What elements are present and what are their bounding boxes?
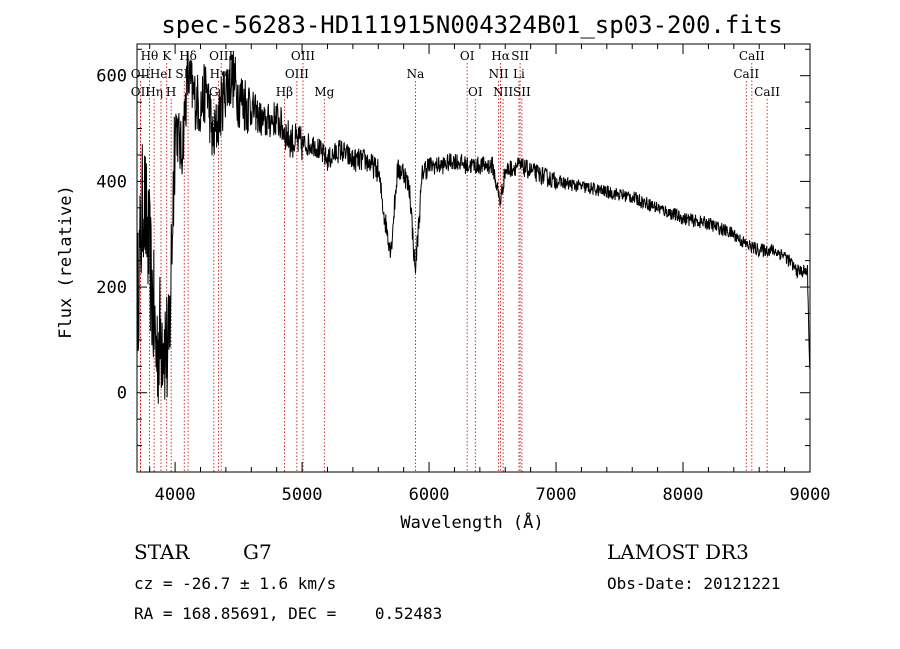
y-axis-label: Flux (relative) <box>56 185 76 339</box>
x-tick-label: 7000 <box>536 485 577 505</box>
object-class: STAR <box>134 540 190 564</box>
x-tick-label: 8000 <box>663 485 704 505</box>
obs-date: Obs-Date: 20121221 <box>607 574 781 593</box>
spectral-line-label: OIII <box>209 49 233 63</box>
spectrum-line <box>136 50 811 404</box>
x-axis-label: Wavelength (Å) <box>400 511 543 533</box>
spectral-line-label: Mg <box>314 85 334 99</box>
spectral-line-label: OI <box>468 85 483 99</box>
spectral-line-label: OIII <box>291 49 315 63</box>
spectral-line-label: NII <box>493 85 513 99</box>
spectral-line-label: Hβ <box>276 85 293 99</box>
spectral-line-label: SII <box>513 85 531 99</box>
coordinates: RA = 168.85691, DEC = 0.52483 <box>134 604 443 623</box>
spectral-line-label: CaII <box>754 85 780 99</box>
spectrum-layer <box>136 50 811 404</box>
x-tick-label: 5000 <box>282 485 323 505</box>
spectral-line-label: Hη <box>145 85 163 99</box>
spectral-line-label: SII <box>511 49 529 63</box>
spectral-line-label: Na <box>407 67 425 81</box>
survey-name: LAMOST DR3 <box>607 540 749 564</box>
spectral-line-label: OII <box>131 67 151 81</box>
object-subclass: G7 <box>243 540 272 564</box>
chart-title: spec-56283-HD111915N004324B01_sp03-200.f… <box>161 11 782 39</box>
spectral-line-label: OI <box>460 49 475 63</box>
spectral-line-label: Hθ <box>141 49 159 63</box>
y-tick-label: 200 <box>96 278 127 298</box>
plot-frame <box>136 43 811 473</box>
y-tick-label: 600 <box>96 67 127 87</box>
spectral-line-label: NII <box>489 67 509 81</box>
spectral-line-label: CaII <box>733 67 759 81</box>
spectral-line-label: G <box>209 85 219 99</box>
x-tick-label: 6000 <box>409 485 450 505</box>
spectral-line-label: OIII <box>285 67 309 81</box>
spectral-line-label: CaII <box>739 49 765 63</box>
spectral-line-label: K <box>162 49 172 63</box>
spectral-line-label: Li <box>513 67 525 81</box>
redshift-text: cz = -26.7 ± 1.6 km/s <box>134 574 337 593</box>
y-tick-label: 0 <box>117 384 127 404</box>
x-tick-label: 9000 <box>790 485 831 505</box>
spectral-line-label: H <box>166 85 176 99</box>
spectral-line-label: Hα <box>491 49 510 63</box>
spectral-line-label: OII <box>131 85 151 99</box>
x-tick-label: 4000 <box>155 485 196 505</box>
spectral-line-label: Hγ <box>210 67 228 81</box>
spectral-line-label: HeI <box>150 67 173 81</box>
axes-layer: 4000 5000 6000 7000 8000 9000 0 200 400 600 <box>96 43 831 505</box>
y-tick-label: 400 <box>96 172 127 192</box>
